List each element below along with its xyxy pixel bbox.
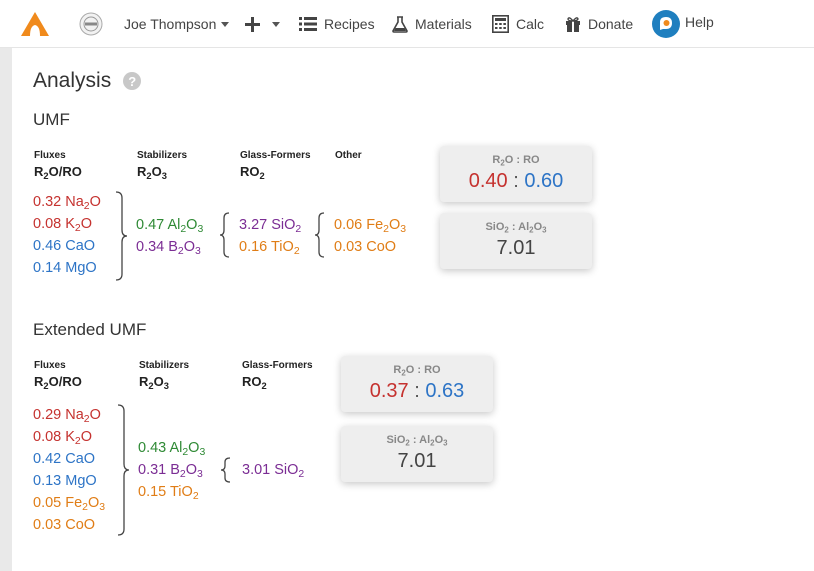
ext-flux-coo: 0.03 CoO — [33, 517, 96, 533]
help-question-icon[interactable]: ? — [123, 72, 142, 90]
umf-title: UMF — [33, 110, 70, 129]
ext-glass-formers-subheader: RO2 — [242, 374, 267, 391]
add-menu[interactable] — [245, 0, 280, 48]
ext-stab-al2o3: 0.43 Al2O3 — [138, 440, 206, 459]
ext-flux-cao: 0.42 CaO — [33, 451, 96, 467]
user-name: Joe Thompson — [124, 16, 217, 32]
ext-stab-tio2: 0.15 TiO2 — [138, 484, 199, 503]
umf-flux-k2o: 0.08 K2O — [33, 216, 93, 235]
umf-stab-b2o3: 0.34 B2O3 — [136, 239, 201, 258]
umf-gf-tio2: 0.16 TiO2 — [239, 239, 300, 258]
nav-calc-label: Calc — [516, 16, 545, 32]
flask-icon — [392, 15, 408, 33]
nav-donate-label: Donate — [588, 16, 634, 32]
gift-icon — [565, 16, 581, 32]
ext-fluxes-subheader: R2O/RO — [34, 374, 82, 391]
page-title: Analysis — [33, 69, 112, 92]
ext-sio2-al2o3-ratio-card: SiO2 : Al2O3 7.01 — [341, 426, 493, 482]
umf-stabilizers-subheader: R2O3 — [137, 164, 167, 181]
ext-gf-sio2: 3.01 SiO2 — [242, 462, 305, 481]
ext-fluxes-header: Fluxes — [34, 360, 66, 371]
umf-glass-formers-header: Glass-Formers — [240, 150, 311, 161]
ratio-value: 7.01 — [397, 450, 437, 472]
nav-recipes-label: Recipes — [324, 16, 375, 32]
nav-help[interactable]: Help — [651, 0, 714, 48]
umf-flux-brace — [115, 191, 128, 281]
ext-stabilizers-header: Stabilizers — [139, 360, 190, 371]
umf-flux-mgo: 0.14 MgO — [33, 260, 97, 276]
ext-flux-k2o: 0.08 K2O — [33, 429, 93, 448]
ratio-value: 0.40 : 0.60 — [468, 170, 564, 192]
ratio-label: SiO2 : Al2O3 — [386, 434, 448, 448]
umf-fluxes-header: Fluxes — [34, 150, 66, 161]
ratio-value: 7.01 — [496, 237, 536, 259]
r2o-value: 0.40 — [468, 170, 508, 192]
ext-r2o-ro-ratio-card: R2O : RO 0.37 : 0.63 — [341, 356, 493, 412]
seal-logo-icon[interactable] — [79, 0, 103, 48]
umf-flux-cao: 0.46 CaO — [33, 238, 96, 254]
umf-fluxes-subheader: R2O/RO — [34, 164, 82, 181]
analysis-panel: Analysis ? UMF Fluxes R2O/RO Stabilizers… — [12, 48, 814, 571]
ext-flux-na2o: 0.29 Na2O — [33, 407, 101, 426]
nav-recipes[interactable]: Recipes — [299, 0, 375, 48]
ro-value: 0.63 — [425, 380, 465, 402]
ratio-value: 0.37 : 0.63 — [369, 380, 465, 402]
ratio-label: SiO2 : Al2O3 — [485, 221, 547, 235]
nav-materials[interactable]: Materials — [392, 0, 472, 48]
umf-gf-sio2: 3.27 SiO2 — [239, 217, 302, 236]
chat-help-icon — [651, 9, 681, 39]
umf-other-fe2o3: 0.06 Fe2O3 — [334, 217, 407, 236]
user-menu[interactable]: Joe Thompson — [124, 0, 230, 48]
ro-value: 0.60 — [524, 170, 564, 192]
umf-stabilizers-header: Stabilizers — [137, 150, 188, 161]
chevron-down-icon — [221, 22, 230, 27]
chevron-down-icon — [272, 22, 280, 27]
nav-donate[interactable]: Donate — [565, 0, 633, 48]
nav-materials-label: Materials — [415, 16, 472, 32]
umf-gf-brace — [314, 212, 325, 258]
calculator-icon — [492, 15, 509, 33]
nav-help-label: Help — [685, 14, 714, 30]
umf-sio2-al2o3-ratio-card: SiO2 : Al2O3 7.01 — [440, 213, 592, 269]
extended-umf-title: Extended UMF — [33, 320, 147, 339]
ratio-label: R2O : RO — [492, 154, 540, 168]
umf-flux-na2o: 0.32 Na2O — [33, 194, 101, 213]
ext-flux-brace — [117, 404, 130, 536]
umf-stab-brace — [219, 212, 230, 258]
ext-stab-brace — [220, 457, 231, 483]
umf-other-coo: 0.03 CoO — [334, 239, 397, 255]
ratio-label: R2O : RO — [393, 364, 441, 378]
ext-glass-formers-header: Glass-Formers — [242, 360, 313, 371]
plus-icon — [245, 16, 260, 32]
nav-calc[interactable]: Calc — [492, 0, 544, 48]
ext-flux-mgo: 0.13 MgO — [33, 473, 97, 489]
r2o-value: 0.37 — [369, 380, 409, 402]
top-navbar: Joe Thompson Recipes Materials — [0, 0, 814, 48]
umf-stab-al2o3: 0.47 Al2O3 — [136, 217, 204, 236]
flame-logo-icon[interactable] — [20, 0, 50, 48]
umf-r2o-ro-ratio-card: R2O : RO 0.40 : 0.60 — [440, 146, 592, 202]
ext-stabilizers-subheader: R2O3 — [139, 374, 169, 391]
analysis-header: Analysis ? — [33, 69, 142, 93]
list-icon — [299, 17, 317, 31]
umf-glass-formers-subheader: RO2 — [240, 164, 265, 181]
ext-stab-b2o3: 0.31 B2O3 — [138, 462, 203, 481]
umf-other-header: Other — [335, 150, 362, 161]
ext-flux-fe2o3: 0.05 Fe2O3 — [33, 495, 106, 514]
